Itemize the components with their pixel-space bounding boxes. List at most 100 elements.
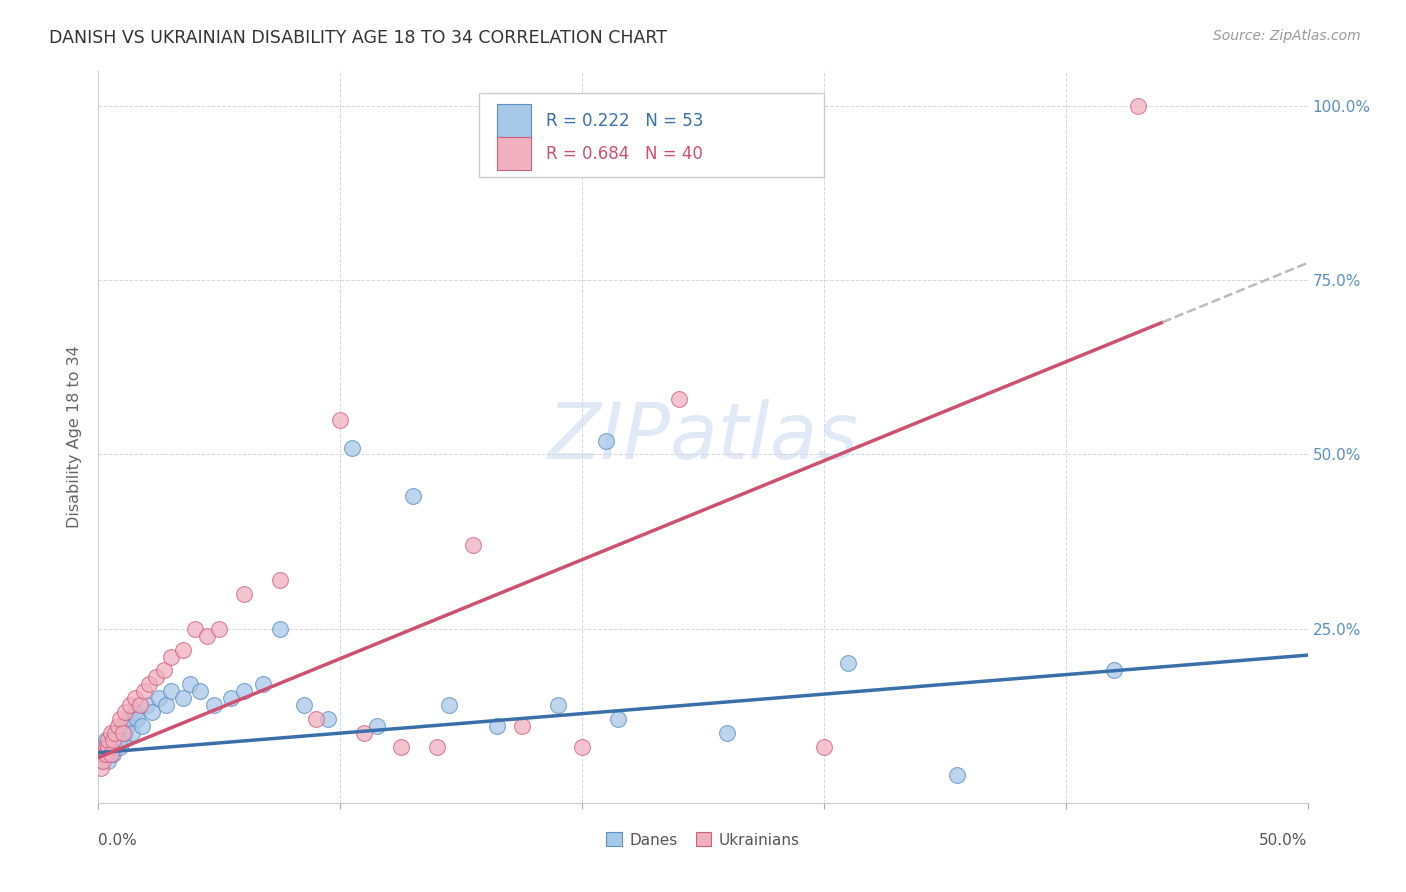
Point [134,684,156,698]
Point [91,747,114,761]
Text: R = 0.684   N = 40: R = 0.684 N = 40 [546,145,703,163]
Text: 0.0%: 0.0% [98,833,138,848]
Point [90,761,112,775]
Point [160,684,183,698]
Point [100,726,122,740]
Point [172,642,194,657]
Point [595,434,617,448]
Point [221,691,243,706]
Bar [498,137,531,170]
Point [90,754,112,768]
Point [486,719,509,733]
Point [107,733,129,747]
Point [104,733,127,747]
Point [94,733,117,747]
Point [94,747,117,761]
Point [208,622,231,636]
Point [117,719,139,733]
Point [138,677,160,691]
Bar [498,104,531,137]
Point [252,677,274,691]
Point [145,670,167,684]
Point [1128,99,1150,113]
Point [195,629,218,643]
Point [111,726,134,740]
Point [118,712,141,726]
Text: ZIPatlas: ZIPatlas [547,399,859,475]
Legend: Danes, Ukrainians: Danes, Ukrainians [600,826,806,854]
Point [101,747,124,761]
Point [305,712,328,726]
Point [155,698,177,713]
Point [172,691,194,706]
Point [100,747,122,761]
Point [426,740,449,755]
Point [366,719,388,733]
Point [316,712,339,726]
Point [114,705,136,719]
Point [179,677,201,691]
Point [121,726,143,740]
Point [124,705,146,719]
Point [118,698,141,713]
Point [135,698,157,713]
Point [184,622,207,636]
Point [100,733,122,747]
Point [131,719,153,733]
Text: R = 0.222   N = 53: R = 0.222 N = 53 [546,112,703,130]
Text: 50.0%: 50.0% [1260,833,1308,848]
Point [101,740,124,755]
Point [94,747,117,761]
Point [100,747,122,761]
Point [813,740,835,755]
Point [107,719,129,733]
Point [160,649,183,664]
Point [107,726,129,740]
Point [124,691,146,706]
Point [127,712,149,726]
Point [232,684,254,698]
Point [946,768,969,782]
Point [108,712,131,726]
Point [204,698,226,713]
Point [837,657,859,671]
Point [188,684,211,698]
Point [94,740,117,755]
Point [97,740,120,755]
Point [353,726,375,740]
Point [571,740,593,755]
Point [269,573,291,587]
Point [148,691,170,706]
Point [463,538,485,552]
Point [97,740,120,755]
Point [668,392,690,406]
Point [437,698,460,713]
Y-axis label: Disability Age 18 to 34: Disability Age 18 to 34 [67,346,83,528]
Point [152,664,174,678]
Point [292,698,315,713]
Point [1102,664,1125,678]
Point [716,726,738,740]
Point [114,726,136,740]
Point [108,740,131,755]
Point [108,726,131,740]
Point [547,698,569,713]
Point [101,733,124,747]
Point [342,441,364,455]
Point [141,705,163,719]
Point [104,726,127,740]
Point [97,754,120,768]
Point [91,747,114,761]
Point [402,489,425,503]
Point [329,412,352,426]
Point [607,712,630,726]
Text: DANISH VS UKRAINIAN DISABILITY AGE 18 TO 34 CORRELATION CHART: DANISH VS UKRAINIAN DISABILITY AGE 18 TO… [49,29,668,46]
Point [91,754,114,768]
Point [269,622,291,636]
Point [232,587,254,601]
Point [510,719,533,733]
Point [128,698,150,713]
Point [111,733,134,747]
Point [104,740,127,755]
Text: Source: ZipAtlas.com: Source: ZipAtlas.com [1213,29,1361,43]
